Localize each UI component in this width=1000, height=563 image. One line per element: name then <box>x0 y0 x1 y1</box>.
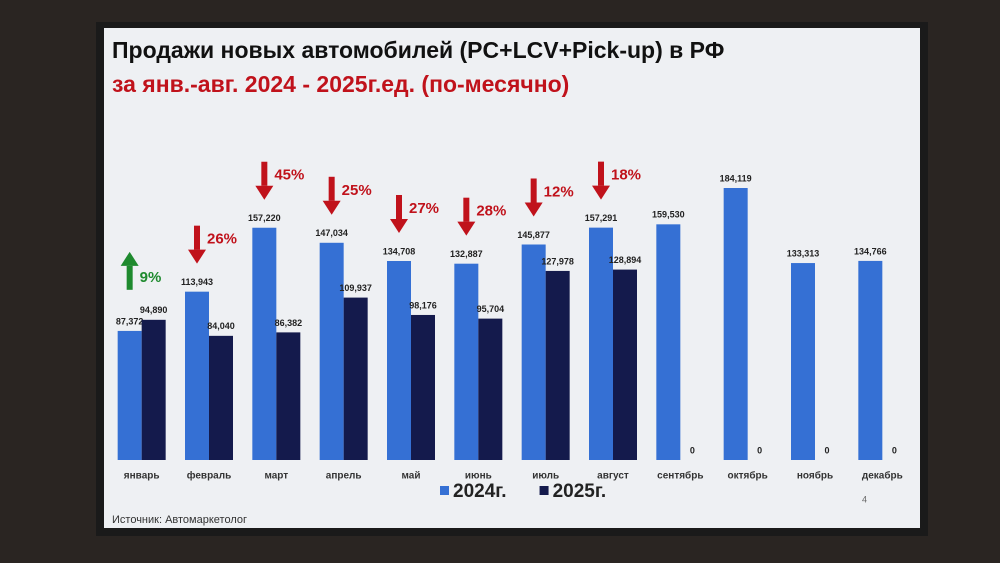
change-label: 27% <box>409 200 439 217</box>
x-tick-label: июнь <box>465 471 492 482</box>
bar <box>252 227 277 460</box>
bar <box>319 242 344 460</box>
arrow-shaft <box>598 161 604 186</box>
value-label: 145,877 <box>517 230 550 240</box>
arrow-head <box>524 202 543 217</box>
arrow-head <box>457 221 476 236</box>
x-tick-label: март <box>264 471 288 482</box>
arrow-shaft <box>530 178 537 203</box>
arrow-shaft <box>396 194 402 219</box>
change-annotation <box>322 176 341 215</box>
change-label: 45% <box>274 167 304 184</box>
bar <box>858 260 883 460</box>
arrow-shaft <box>261 161 268 186</box>
x-tick-label: август <box>597 471 629 482</box>
bar <box>723 188 748 460</box>
x-tick-label: апрель <box>326 471 362 482</box>
value-label: 94,890 <box>140 305 168 315</box>
bar <box>791 263 815 460</box>
value-label: 86,382 <box>275 318 303 328</box>
bar <box>209 335 233 460</box>
change-annotation <box>120 251 139 290</box>
page-number: 4 <box>862 494 867 504</box>
change-label: 9% <box>140 269 162 286</box>
value-label: 134,708 <box>383 246 416 256</box>
change-annotation <box>255 161 274 200</box>
change-annotation <box>524 178 543 217</box>
value-label: 157,291 <box>585 213 618 223</box>
change-label: 18% <box>611 167 641 184</box>
value-label: 134,766 <box>854 246 887 256</box>
legend-label: 2025г. <box>553 481 607 502</box>
change-annotation <box>592 161 610 200</box>
bar <box>478 318 503 460</box>
bar <box>185 291 209 460</box>
chart-title: Продажи новых автомобилей (PC+LCV+Pick-u… <box>112 37 724 63</box>
x-tick-label: январь <box>124 471 160 482</box>
bar <box>656 224 681 460</box>
arrow-head <box>120 251 139 266</box>
arrow-head <box>592 185 610 200</box>
legend-label: 2024г. <box>453 481 507 502</box>
bar <box>387 260 411 460</box>
value-label: 109,937 <box>339 283 372 293</box>
value-label: 184,119 <box>720 173 752 183</box>
source: Источник: Автомаркетолог <box>112 514 247 526</box>
value-label: 87,372 <box>116 316 144 326</box>
arrow-shaft <box>328 176 335 201</box>
arrow-head <box>255 185 274 200</box>
bar <box>545 270 570 460</box>
value-label: 98,176 <box>409 300 437 310</box>
change-annotation <box>457 197 476 236</box>
x-tick-label: июль <box>532 471 559 482</box>
value-label: 113,943 <box>181 277 213 287</box>
value-label: 0 <box>824 445 829 455</box>
x-tick-label: октябрь <box>728 470 768 482</box>
x-tick-label: ноябрь <box>797 470 833 482</box>
legend-swatch <box>440 486 449 495</box>
bar <box>454 263 479 460</box>
change-annotation <box>188 225 206 264</box>
value-label: 159,530 <box>652 210 685 220</box>
bar <box>589 227 613 460</box>
arrow-head <box>188 249 206 264</box>
legend-swatch <box>539 486 549 495</box>
bar <box>117 330 142 460</box>
arrow-head <box>390 218 408 233</box>
value-label: 132,887 <box>450 249 483 259</box>
bar <box>411 314 435 460</box>
arrow-shaft <box>463 197 470 222</box>
value-label: 84,040 <box>207 321 235 331</box>
bar <box>276 332 301 460</box>
slide <box>104 28 920 528</box>
bar <box>343 297 368 460</box>
change-label: 25% <box>342 182 372 199</box>
x-tick-label: май <box>402 471 421 482</box>
bar <box>141 319 166 460</box>
x-tick-label: декабрь <box>862 470 903 482</box>
value-label: 157,220 <box>248 213 281 223</box>
value-label: 95,704 <box>477 304 505 314</box>
value-label: 0 <box>690 445 695 455</box>
bar <box>521 244 546 460</box>
chart-subtitle: за янв.-авг. 2024 - 2025г.ед. (по-месячн… <box>112 71 569 97</box>
value-label: 147,034 <box>315 228 348 238</box>
value-label: 133,313 <box>787 248 820 258</box>
arrow-shaft <box>194 225 200 250</box>
value-label: 0 <box>757 445 762 455</box>
change-label: 26% <box>207 231 237 248</box>
arrow-head <box>322 200 341 215</box>
value-label: 128,894 <box>609 255 642 265</box>
arrow-shaft <box>126 265 133 290</box>
change-label: 28% <box>476 203 506 220</box>
bar <box>613 269 637 460</box>
value-label: 127,978 <box>541 256 574 266</box>
change-label: 12% <box>544 183 574 200</box>
change-annotation <box>390 194 408 233</box>
x-tick-label: февраль <box>187 470 232 482</box>
value-label: 0 <box>892 445 897 455</box>
x-tick-label: сентябрь <box>657 470 703 482</box>
